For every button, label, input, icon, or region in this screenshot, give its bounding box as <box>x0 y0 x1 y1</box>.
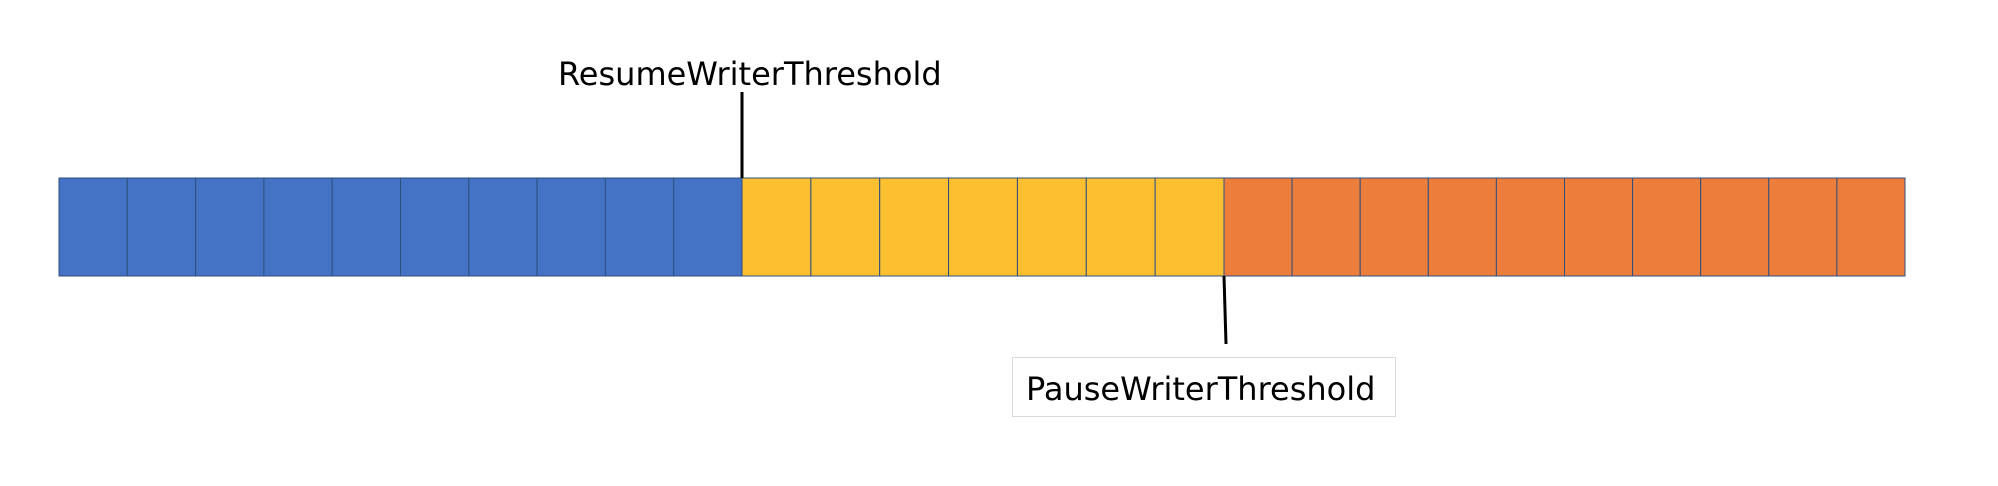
between-thresholds-cell <box>1154 177 1225 277</box>
between-thresholds-cell <box>810 177 881 277</box>
below-resume-cell <box>604 177 675 277</box>
pause-threshold-marker <box>1222 275 1228 345</box>
below-resume-cell <box>263 177 333 277</box>
between-thresholds-cell <box>741 177 812 277</box>
above-pause-cell <box>1632 177 1702 277</box>
resume-threshold-label: ResumeWriterThreshold <box>558 55 942 93</box>
below-resume-cell <box>58 177 128 277</box>
between-thresholds-cell <box>1016 177 1087 277</box>
below-resume-cell <box>673 177 743 277</box>
above-pause-cell <box>1768 177 1838 277</box>
above-pause-cell <box>1223 177 1293 277</box>
above-pause-cell <box>1427 177 1497 277</box>
pause-threshold-label: PauseWriterThreshold <box>1026 370 1376 408</box>
between-thresholds-cell <box>948 177 1018 277</box>
below-resume-cell <box>400 177 470 277</box>
between-thresholds-cell <box>1085 177 1156 277</box>
below-resume-cell <box>331 177 402 277</box>
above-pause-cell <box>1495 177 1566 277</box>
below-resume-cell <box>195 177 265 277</box>
buffer-cells <box>58 177 1906 277</box>
above-pause-cell <box>1836 177 1906 277</box>
above-pause-cell <box>1359 177 1429 277</box>
above-pause-cell <box>1700 177 1770 277</box>
above-pause-cell <box>1564 177 1634 277</box>
below-resume-cell <box>126 177 197 277</box>
above-pause-cell <box>1291 177 1361 277</box>
between-thresholds-cell <box>879 177 950 277</box>
pause-threshold-box <box>1012 357 1396 417</box>
below-resume-cell <box>536 177 606 277</box>
below-resume-cell <box>468 177 538 277</box>
